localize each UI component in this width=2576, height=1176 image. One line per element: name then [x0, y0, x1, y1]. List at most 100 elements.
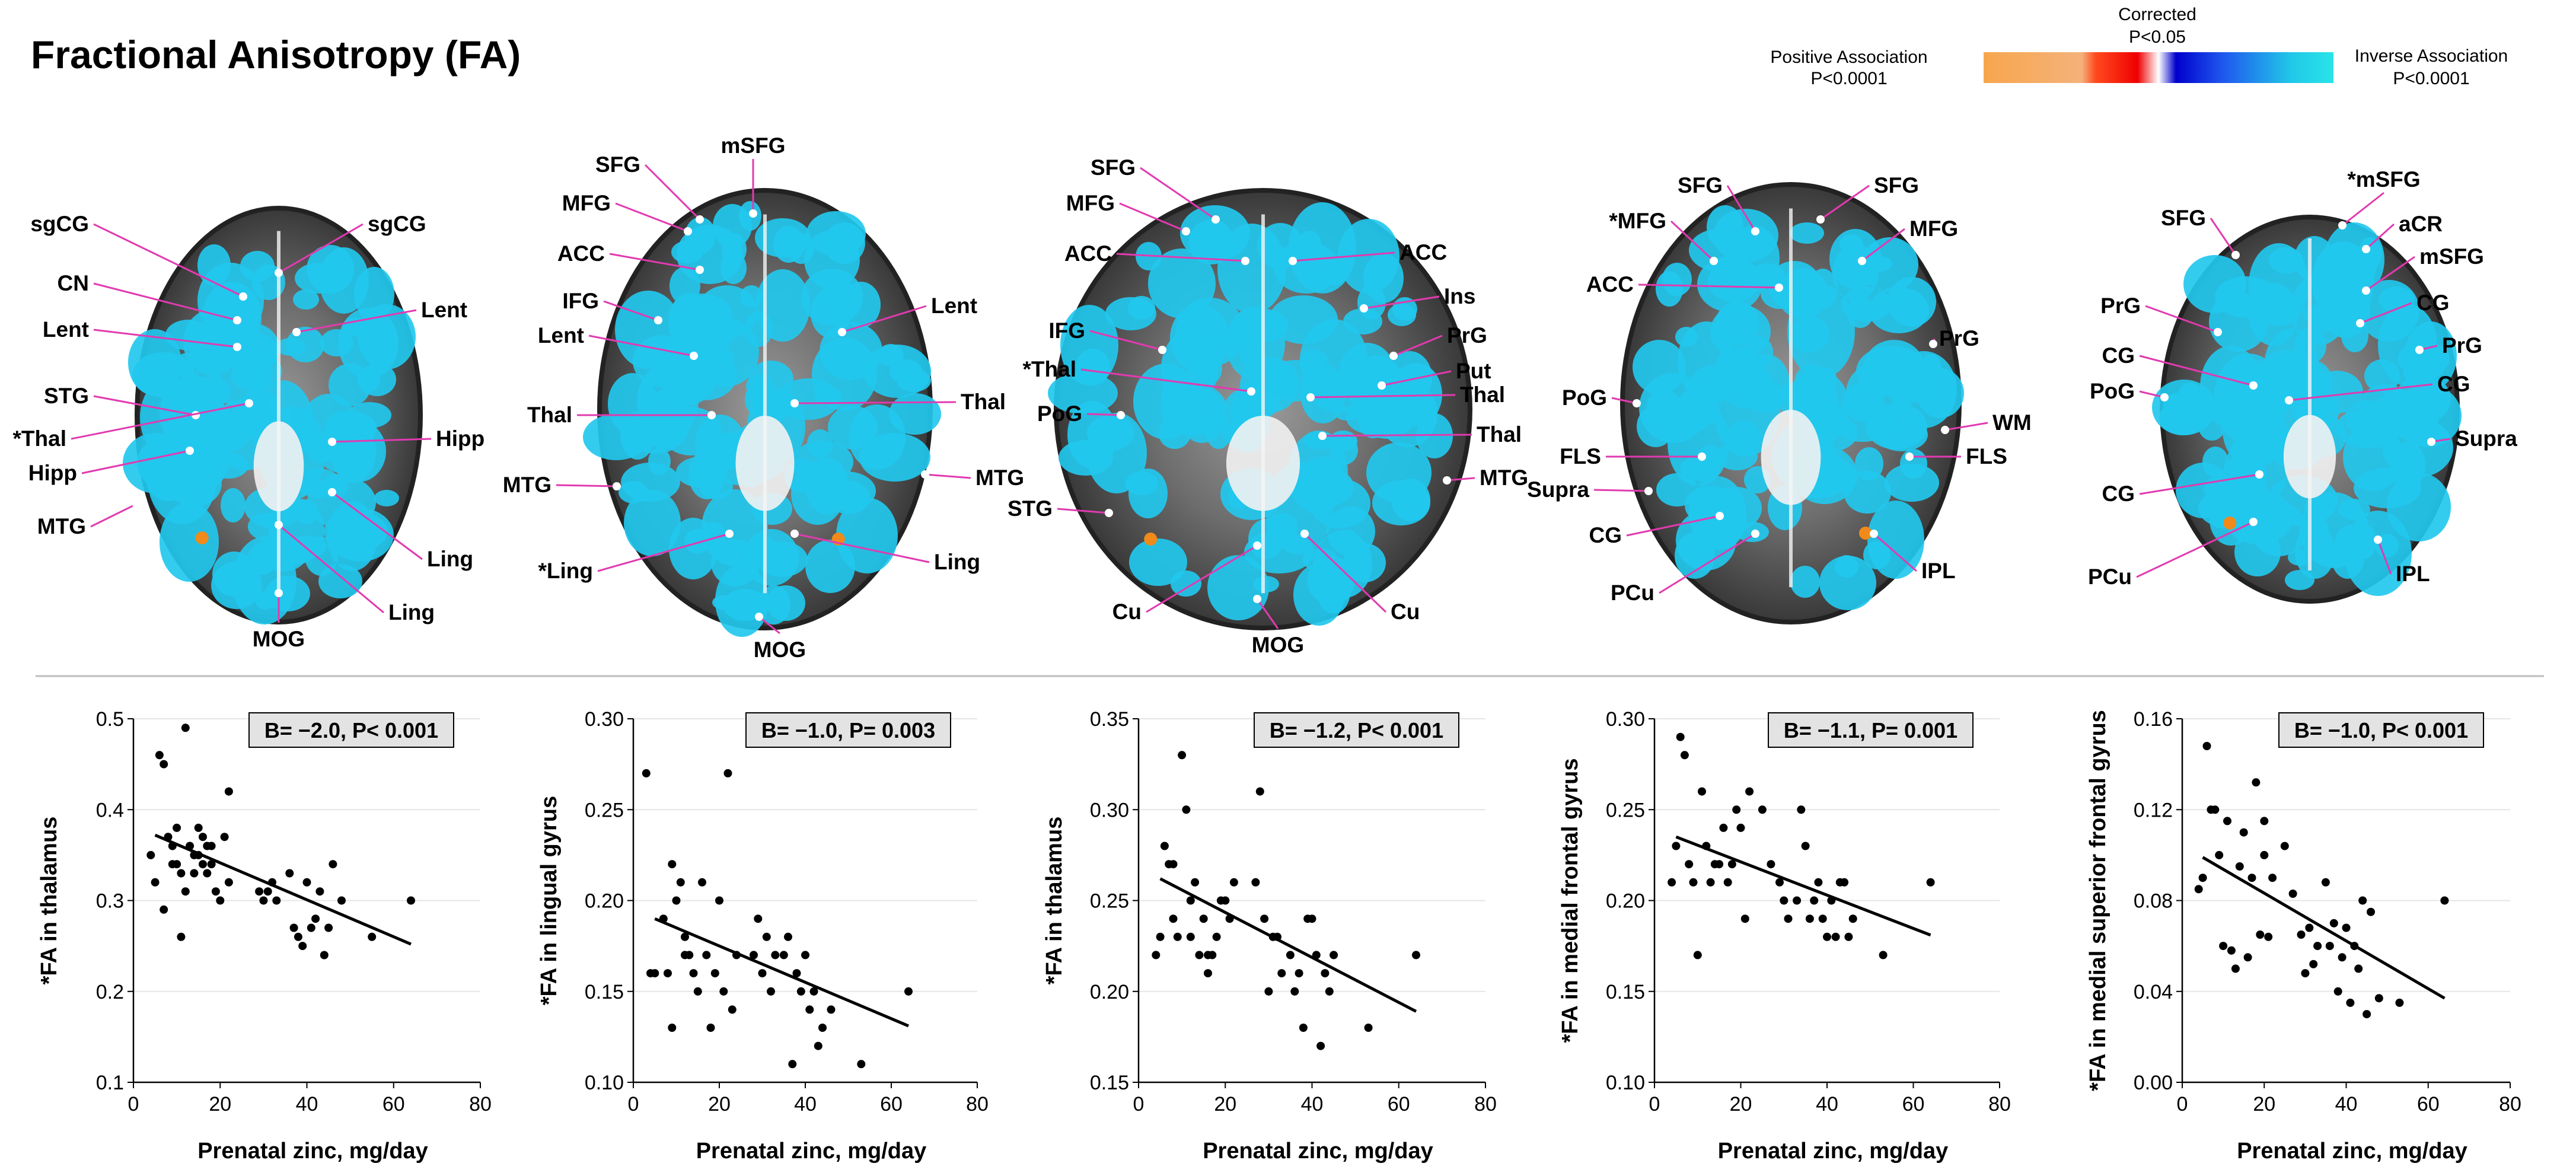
label-dot — [1905, 452, 1914, 461]
label-leader-line — [588, 334, 694, 357]
data-point — [1316, 1041, 1325, 1050]
data-point — [173, 823, 181, 832]
label-leader-line — [1303, 533, 1387, 613]
data-point — [1736, 823, 1745, 832]
label-dot — [1816, 215, 1825, 224]
overlay-blob — [2262, 297, 2291, 322]
colorbar-right-label: Inverse Association — [2355, 46, 2508, 66]
data-point — [1412, 951, 1420, 960]
overlay-blob — [828, 406, 878, 450]
data-point — [1844, 932, 1853, 941]
x-tick-label: 60 — [1388, 1093, 1410, 1116]
label-leader-line — [644, 164, 701, 221]
data-point — [2247, 874, 2256, 882]
overlay-blob — [148, 434, 216, 524]
x-tick-label: 80 — [1988, 1093, 2011, 1116]
data-point — [1325, 987, 1334, 996]
data-point — [207, 860, 216, 869]
label-leader-line — [2210, 218, 2237, 256]
data-point — [2333, 987, 2342, 996]
overlay-blob — [1343, 543, 1386, 582]
label-dot — [1105, 509, 1113, 517]
stat-box — [2278, 712, 2484, 748]
overlay-blob — [307, 438, 336, 463]
midline — [277, 231, 280, 589]
label-dot — [2415, 346, 2424, 354]
overlay-blob — [1793, 288, 1821, 321]
data-point — [1723, 878, 1732, 887]
y-tick-label: 0.25 — [585, 799, 624, 821]
label-dot — [1247, 387, 1255, 396]
data-point — [664, 969, 672, 978]
data-point — [203, 842, 212, 850]
data-point — [1793, 896, 1802, 905]
data-point — [1152, 951, 1161, 960]
data-point — [329, 860, 337, 869]
label-dot — [1710, 257, 1718, 265]
label-leader-line — [841, 305, 927, 333]
data-point — [2260, 850, 2269, 859]
overlay-blob — [1300, 350, 1327, 370]
label-leader-line — [556, 484, 617, 487]
label-dot — [2249, 381, 2258, 390]
overlay-blob — [712, 349, 734, 366]
y-axis-label: *FA in thalamus — [1042, 817, 1067, 985]
data-point — [1848, 914, 1857, 923]
x-tick-label: 80 — [2499, 1093, 2521, 1116]
x-tick-label: 20 — [708, 1093, 731, 1116]
overlay-blob — [1129, 538, 1187, 586]
regression-line — [654, 917, 909, 1028]
data-point — [681, 932, 689, 941]
data-point — [160, 760, 168, 769]
region-label: PrG — [1939, 326, 1979, 350]
label-dot — [239, 292, 247, 301]
overlay-blob — [374, 490, 399, 506]
region-label: STG — [1008, 496, 1053, 521]
data-point — [2354, 964, 2363, 973]
data-point — [2342, 923, 2351, 932]
label-dot — [1751, 227, 1759, 235]
label-dot — [233, 343, 241, 351]
data-point — [710, 969, 719, 978]
overlay-blob — [1885, 464, 1939, 502]
region-label: PCu — [1611, 581, 1654, 605]
overlay-blob — [583, 414, 649, 460]
label-dot — [2374, 536, 2382, 544]
label-leader-line — [1310, 394, 1456, 399]
data-point — [1221, 896, 1230, 905]
y-tick-label: 0.15 — [585, 981, 624, 1003]
data-point — [1286, 951, 1295, 960]
label-leader-line — [1861, 228, 1905, 262]
overlay-blob — [1274, 241, 1339, 294]
region-label: MTG — [503, 473, 551, 497]
region-label: MFG — [1066, 191, 1115, 215]
stat-text: B= −1.2, P< 0.001 — [1270, 718, 1443, 742]
overlay-blob — [1841, 287, 1892, 321]
overlay-blob — [820, 322, 882, 380]
data-point — [2288, 890, 2297, 898]
colorbar-mid-p: P<0.05 — [2129, 27, 2186, 47]
scatter-chart-5: 0.00 0.04 0.08 0.12 0.16 0 20 40 60 80 Prenatal zi… — [2086, 708, 2521, 1164]
region-label: aCR — [2399, 212, 2443, 236]
label-dot — [1443, 476, 1451, 485]
data-point — [2297, 930, 2306, 939]
overlay-blob — [2312, 241, 2374, 322]
data-point — [1740, 914, 1749, 923]
label-dot — [1751, 530, 1759, 538]
region-label: CG — [2102, 482, 2135, 506]
overlay-blob — [744, 529, 799, 586]
overlay-blob — [859, 433, 930, 482]
y-tick-label: 0.3 — [96, 890, 124, 913]
region-label: Ling — [427, 547, 473, 571]
overlay-blob — [1794, 365, 1829, 398]
stat-text: B= −1.0, P< 0.001 — [2294, 718, 2468, 742]
label-leader-line — [1140, 167, 1216, 221]
label-leader-line — [603, 300, 659, 321]
region-label: Thal — [1477, 422, 1522, 447]
label-leader-line — [2139, 390, 2165, 399]
data-point — [2215, 850, 2224, 859]
data-point — [1672, 842, 1681, 850]
data-point — [1689, 878, 1698, 887]
data-point — [272, 896, 281, 905]
data-point — [2367, 907, 2375, 916]
